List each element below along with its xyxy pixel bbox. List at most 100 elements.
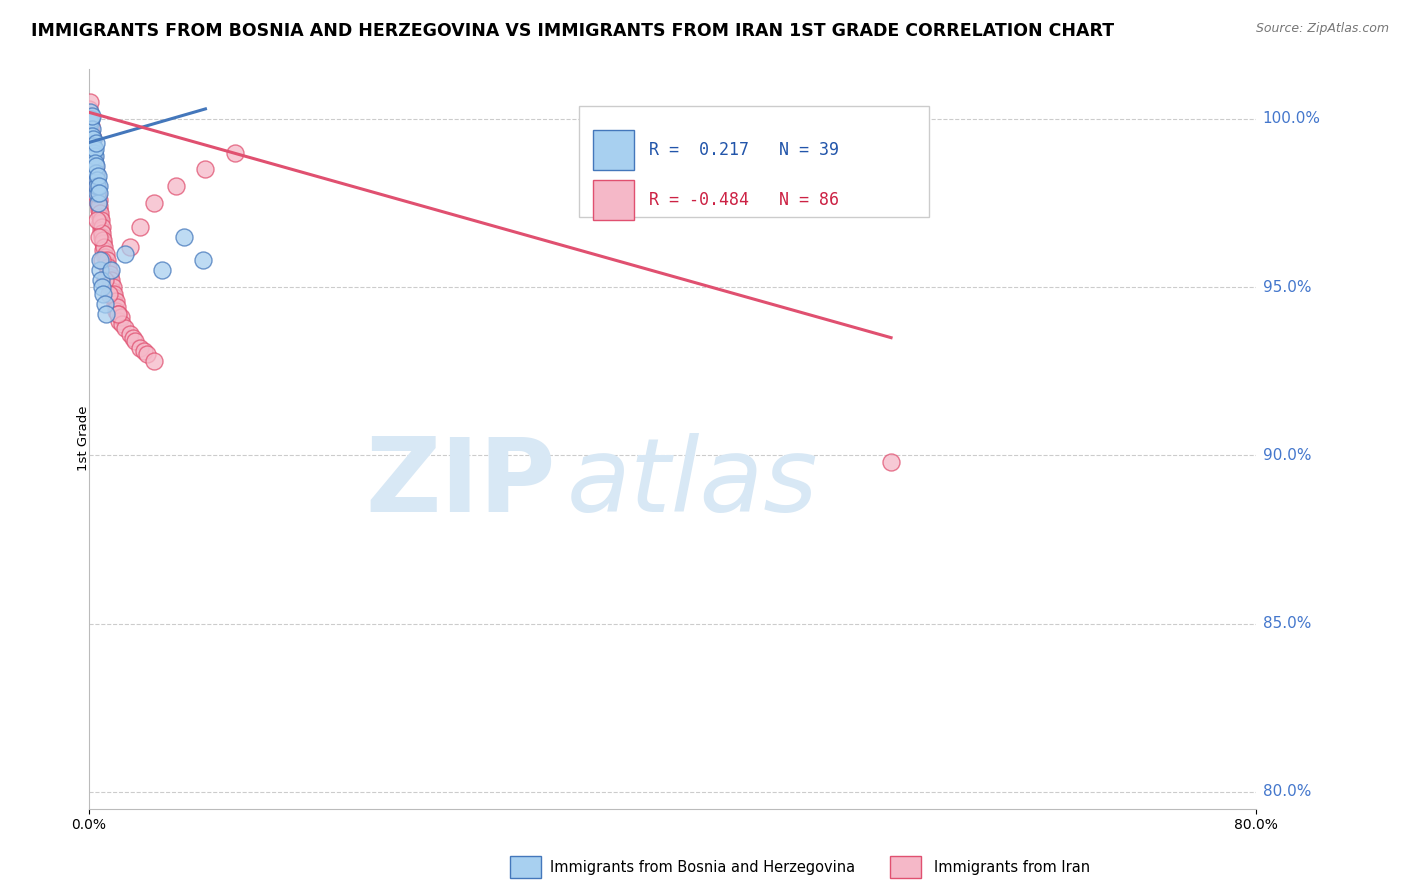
Point (84, 166, 107, 180)
Point (86, 213, 108, 227)
Point (89, 210, 111, 224)
Point (84, 166, 107, 180)
Point (80, 122, 103, 136)
Point (97, 260, 120, 274)
Point (100, 277, 122, 291)
Point (90, 223, 112, 237)
Point (82, 109, 104, 123)
Point (124, 334, 146, 348)
Point (84, 169, 107, 184)
Text: atlas: atlas (567, 433, 818, 533)
Point (84, 176, 107, 190)
Point (194, 162, 217, 177)
Point (107, 307, 129, 321)
Point (94, 273, 117, 287)
Point (80, 136, 103, 150)
Point (83, 155, 105, 169)
Point (89, 206, 111, 220)
Text: IMMIGRANTS FROM BOSNIA AND HERZEGOVINA VS IMMIGRANTS FROM IRAN 1ST GRADE CORRELA: IMMIGRANTS FROM BOSNIA AND HERZEGOVINA V… (31, 22, 1114, 40)
Point (90, 229, 112, 244)
Point (108, 314, 131, 328)
Point (87, 196, 110, 211)
Point (80, 119, 103, 133)
Text: R = -0.484   N = 86: R = -0.484 N = 86 (650, 191, 839, 209)
Text: Immigrants from Iran: Immigrants from Iran (934, 860, 1091, 874)
Point (89, 263, 111, 277)
Point (82, 132, 104, 146)
Text: 80.0%: 80.0% (1263, 784, 1310, 799)
Point (83, 162, 105, 177)
Point (128, 341, 150, 355)
Point (79, 105, 101, 120)
Point (90, 219, 112, 234)
Point (105, 303, 128, 318)
Point (82, 149, 104, 163)
Bar (593, 129, 634, 170)
Point (94, 250, 117, 264)
Point (82, 153, 104, 167)
Point (91, 236, 114, 251)
Point (90, 280, 112, 294)
Point (89, 216, 111, 230)
Point (89, 199, 111, 213)
Point (143, 354, 166, 368)
Point (97, 263, 120, 277)
Point (94, 297, 117, 311)
Point (84, 155, 107, 169)
Point (165, 179, 187, 194)
Point (83, 142, 105, 156)
Point (90, 213, 112, 227)
Point (86, 172, 108, 186)
Text: Immigrants from Bosnia and Herzegovina: Immigrants from Bosnia and Herzegovina (550, 860, 856, 874)
Point (80, 136, 103, 150)
Point (87, 186, 110, 200)
Point (224, 145, 246, 160)
Point (118, 327, 141, 342)
Point (89, 253, 111, 268)
Point (79, 95, 101, 110)
Point (86, 179, 108, 194)
Point (107, 307, 129, 321)
Point (103, 287, 125, 301)
Point (82, 139, 104, 153)
Text: 90.0%: 90.0% (1263, 448, 1312, 463)
Point (94, 246, 117, 260)
Point (82, 132, 104, 146)
Point (90, 273, 112, 287)
Point (104, 297, 127, 311)
Point (100, 273, 122, 287)
Point (96, 307, 118, 321)
Point (82, 145, 104, 160)
Point (104, 293, 127, 308)
Point (82, 139, 104, 153)
Point (91, 287, 114, 301)
Text: Source: ZipAtlas.com: Source: ZipAtlas.com (1256, 22, 1389, 36)
Point (82, 162, 104, 177)
Point (86, 159, 108, 173)
Point (96, 253, 118, 268)
Point (91, 227, 114, 241)
Point (143, 196, 166, 211)
Point (96, 257, 118, 271)
Point (80, 125, 103, 139)
Point (87, 179, 110, 194)
Point (880, 455, 903, 469)
Point (87, 196, 110, 211)
Point (100, 263, 122, 277)
Point (83, 153, 105, 167)
Point (79, 109, 101, 123)
Point (93, 240, 115, 254)
Point (98, 287, 121, 301)
Point (80, 112, 103, 126)
Point (79, 128, 101, 143)
Point (87, 169, 110, 184)
Bar (593, 179, 634, 220)
Point (87, 229, 110, 244)
Point (91, 233, 114, 247)
Point (128, 219, 150, 234)
Point (79, 102, 101, 116)
Point (90, 253, 112, 268)
Point (86, 189, 108, 203)
Point (87, 202, 110, 217)
Point (79, 115, 101, 129)
